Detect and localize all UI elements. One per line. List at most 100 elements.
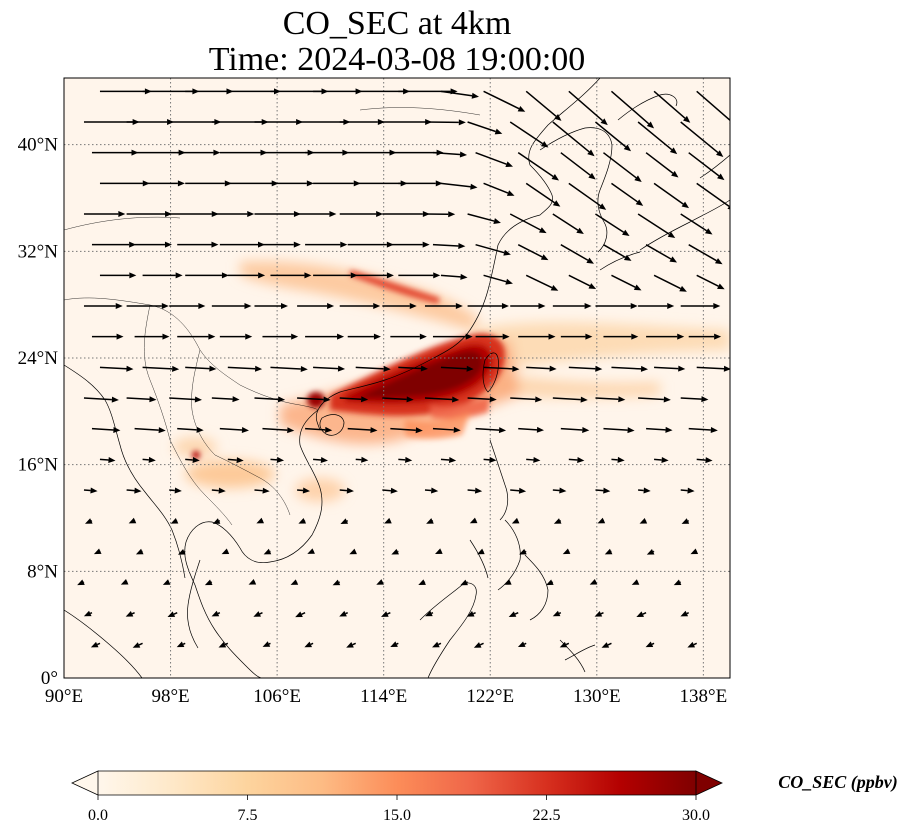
wind-arrow-head [511, 517, 520, 524]
wind-arrow-head [386, 272, 394, 279]
wind-arrow-shaft [680, 213, 708, 232]
wind-arrow-head [276, 456, 285, 463]
wind-arrow-shaft [262, 427, 288, 431]
wind-arrow-shaft [552, 397, 581, 401]
wind-arrow-shaft [475, 151, 507, 165]
wind-arrow-head [339, 610, 347, 617]
wind-arrow-head [587, 149, 595, 157]
wind-arrow-head [552, 200, 561, 207]
wind-arrow-shaft [259, 611, 263, 615]
wind-arrow-shaft [560, 152, 591, 176]
wind-arrow-shaft [637, 213, 670, 235]
wind-arrow-head [113, 426, 121, 433]
wind-arrow-shaft [568, 458, 578, 461]
wind-arrow-shaft [525, 274, 553, 289]
lon-tick-label: 138°E [680, 686, 728, 707]
wind-arrow-head [643, 487, 651, 494]
wind-arrow-head [295, 611, 303, 618]
wind-arrow-head [508, 611, 517, 617]
wind-arrow-shaft [594, 121, 627, 148]
colorbar-extend-min [71, 770, 99, 796]
wind-arrow-head [661, 456, 669, 463]
wind-arrow-head [213, 149, 221, 156]
wind-arrow-shaft [301, 611, 306, 615]
wind-arrow-shaft [254, 489, 263, 492]
wind-arrow-head [618, 396, 626, 403]
wind-arrow-head [494, 128, 503, 135]
wind-arrow-head [460, 579, 468, 586]
wind-arrow-shaft [310, 642, 314, 646]
wind-arrow-head [419, 333, 427, 340]
wind-arrow-head [533, 456, 541, 463]
wind-arrow-head [506, 190, 515, 196]
wind-arrow-head [431, 487, 439, 494]
wind-arrow-shaft [595, 489, 604, 492]
wind-arrow-head [346, 487, 354, 494]
wind-arrow-shaft [211, 397, 233, 400]
wind-arrow-head [170, 517, 179, 524]
figure-title: CO_SEC at 4km [282, 5, 512, 42]
wind-arrow-head [212, 518, 221, 524]
wind-arrow-head [669, 256, 678, 263]
wind-arrow-head [244, 303, 252, 309]
wind-arrow-head [93, 548, 102, 555]
map-frame [63, 77, 731, 679]
wind-arrow-head [161, 303, 169, 309]
wind-arrow-head [134, 487, 142, 494]
wind-arrow-head [192, 456, 200, 463]
wind-arrow-shaft [382, 397, 407, 401]
wind-arrow-head [221, 272, 229, 279]
wind-arrow-head [304, 272, 312, 279]
wind-arrow-shaft [558, 611, 562, 615]
wind-arrow-head [132, 642, 141, 648]
wind-arrow-head [470, 183, 478, 190]
wind-arrow-shaft [479, 642, 484, 646]
coastlines [64, 78, 730, 678]
wind-arrow-shaft [270, 458, 278, 461]
wind-arrow-head [148, 456, 156, 463]
wind-arrow-head [536, 426, 544, 433]
wind-arrow-head [304, 641, 313, 648]
wind-arrow-head [425, 610, 433, 617]
wind-arrow-shaft [595, 213, 625, 233]
lon-tick-label: 90°E [45, 686, 83, 707]
lon-tick-label: 98°E [151, 686, 189, 707]
wind-arrow-shaft [637, 121, 673, 151]
wind-arrow-head [120, 578, 129, 585]
wind-arrow-head [727, 205, 730, 210]
wind-arrow-shaft [475, 243, 505, 254]
wind-arrow-shaft [398, 366, 422, 370]
wind-arrow-shaft [345, 611, 349, 615]
wind-arrow-head [713, 303, 721, 309]
wind-arrow-head [553, 518, 562, 524]
wind-arrow-head [577, 457, 585, 464]
wind-arrow-shaft [227, 458, 237, 461]
wind-arrow-shaft [475, 427, 500, 431]
colorbar-tick-label: 0.0 [88, 807, 108, 824]
wind-arrow-shaft [126, 397, 150, 401]
wind-arrow-head [465, 333, 473, 340]
wind-arrow-head [211, 241, 219, 248]
wind-arrow-head [519, 548, 527, 555]
wind-arrow-shaft [696, 274, 719, 287]
wind-arrow-head [539, 227, 547, 234]
wind-arrow-head [435, 548, 443, 554]
wind-arrow-shaft [131, 611, 135, 615]
wind-arrow-shaft [390, 427, 416, 431]
wind-arrow-head [548, 333, 556, 340]
wind-arrow-shaft [96, 642, 101, 646]
wind-arrow-head [172, 365, 180, 372]
wind-arrow-head [458, 242, 466, 249]
wind-arrow-head [162, 579, 171, 585]
wind-arrow-shaft [440, 274, 461, 278]
wind-arrow-head [208, 333, 216, 340]
wind-arrow-head [241, 427, 249, 434]
wind-arrow-shaft [565, 642, 570, 646]
wind-arrow-head [256, 517, 265, 524]
wind-arrow-shaft [99, 366, 127, 370]
wind-arrow-head [349, 548, 357, 555]
wind-arrow-head [194, 396, 202, 403]
lat-tick-label: 32°N [18, 241, 59, 262]
wind-arrow-shaft [517, 152, 554, 178]
